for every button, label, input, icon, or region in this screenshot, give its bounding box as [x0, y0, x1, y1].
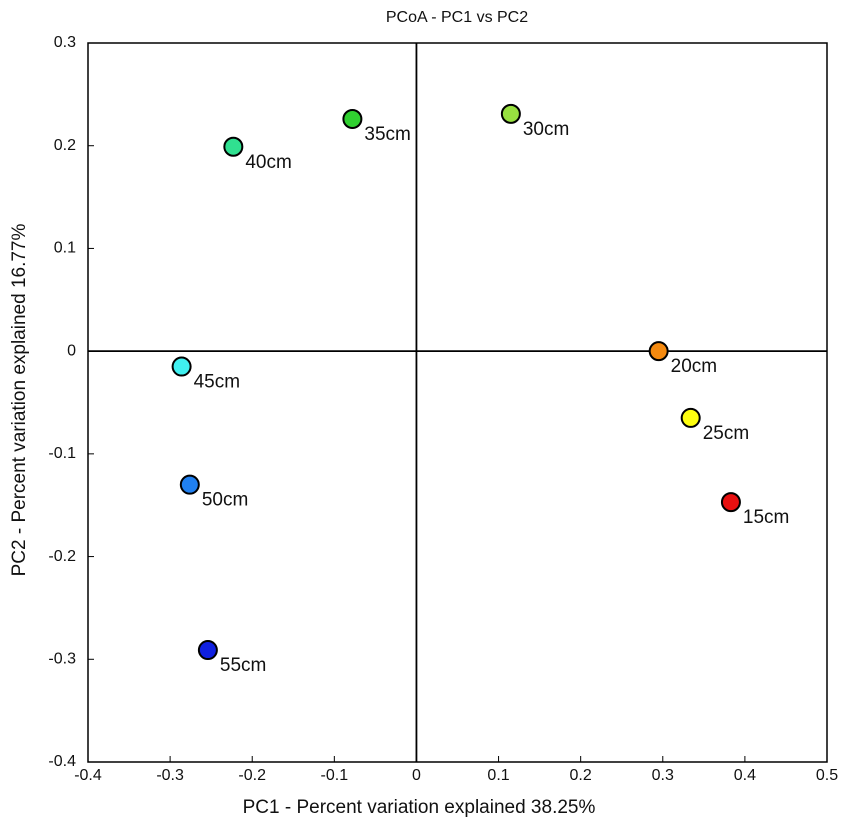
point [179, 474, 200, 495]
y-tick-label: -0.4 [48, 753, 76, 770]
x-tick-label: -0.2 [238, 767, 266, 784]
x-tick-label: 0 [412, 767, 421, 784]
point-label: 35cm [364, 124, 410, 145]
point [223, 136, 244, 157]
x-tick-label: 0.3 [652, 767, 674, 784]
point-label: 25cm [703, 423, 749, 444]
point [197, 640, 218, 661]
y-axis-label: PC2 - Percent variation explained 16.77% [9, 224, 30, 577]
y-tick-label: 0.3 [54, 34, 76, 51]
point-label: 40cm [245, 152, 291, 173]
point-label: 50cm [202, 490, 248, 511]
plot-frame [87, 42, 828, 763]
point-label: 55cm [220, 655, 266, 676]
y-tick-label: -0.3 [48, 651, 76, 668]
point [171, 356, 192, 377]
x-tick-label: 0.2 [570, 767, 592, 784]
point [342, 109, 363, 130]
point [680, 407, 701, 428]
point [720, 492, 741, 513]
chart-title: PCoA - PC1 vs PC2 [386, 9, 528, 26]
point-label: 30cm [523, 119, 569, 140]
x-tick-label: -0.4 [74, 767, 102, 784]
y-tick-label: 0.1 [54, 240, 76, 257]
y-tick-label: 0.2 [54, 137, 76, 154]
x-tick-label: 0.5 [816, 767, 838, 784]
point-label: 20cm [671, 356, 717, 377]
point-label: 15cm [743, 507, 789, 528]
point-label: 45cm [194, 372, 240, 393]
y-tick-label: 0 [67, 342, 76, 359]
x-axis-label: PC1 - Percent variation explained 38.25% [243, 797, 596, 818]
point [500, 103, 521, 124]
x-tick-label: -0.1 [321, 767, 349, 784]
x-tick-label: 0.1 [487, 767, 509, 784]
y-tick-label: -0.1 [48, 445, 76, 462]
x-tick-label: 0.4 [734, 767, 756, 784]
y-tick-label: -0.2 [48, 548, 76, 565]
x-tick-label: -0.3 [156, 767, 184, 784]
point [648, 341, 669, 362]
